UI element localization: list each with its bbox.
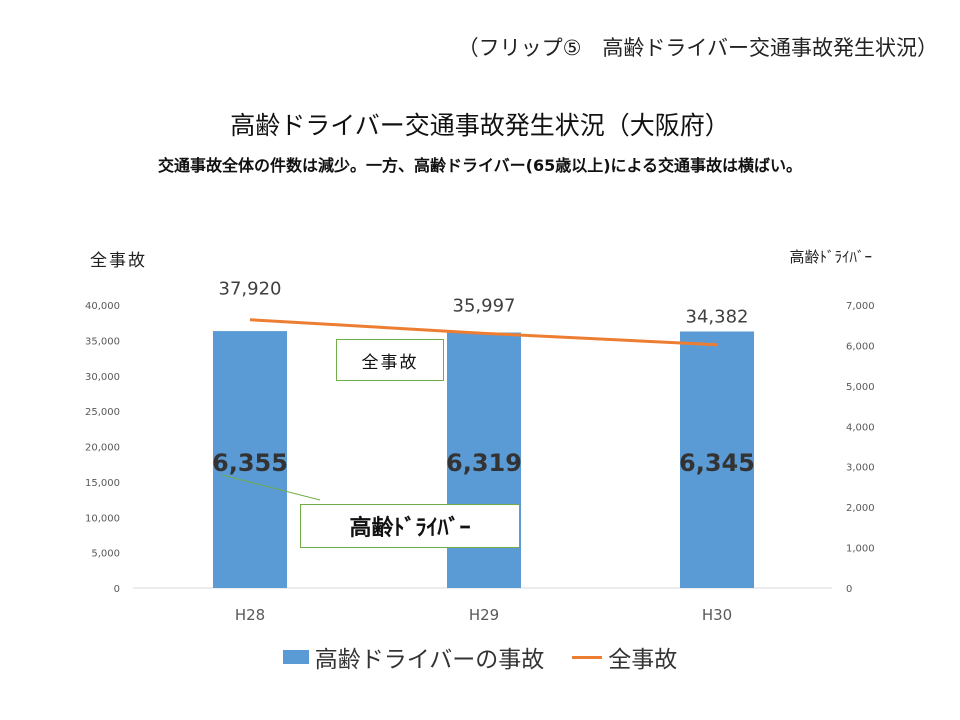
left-tick-label: 25,000 (85, 407, 120, 418)
left-tick-label: 15,000 (85, 478, 120, 489)
line-series (249, 318, 718, 347)
right-tick-label: 1,000 (846, 544, 875, 555)
right-tick-label: 4,000 (846, 422, 875, 433)
right-tick-label: 0 (846, 584, 852, 595)
flip-label: （フリップ⑤ 高齢ドライバー交通事故発生状況） (457, 36, 938, 60)
right-axis-title: 高齢ﾄﾞﾗｲﾊﾞｰ (789, 248, 872, 266)
page-subtitle: 交通事故全体の件数は減少。一方、高齢ドライバー(65歳以上)による交通事故は横ば… (157, 156, 803, 175)
right-tick-label: 6,000 (846, 341, 875, 352)
x-tick-label: H28 (235, 606, 265, 624)
left-axis-title: 全事故 (90, 251, 147, 271)
page-title: 高齢ドライバー交通事故発生状況（大阪府） (230, 111, 730, 140)
line-data-labels: 37,920 35,997 34,382 (219, 279, 749, 328)
line-value-label: 35,997 (453, 295, 516, 316)
bar-data-labels: 6,355 6,319 6,345 (212, 449, 755, 477)
legend-item-line: 全事故 (572, 640, 677, 674)
left-axis-ticks: 0 5,000 10,000 15,000 20,000 25,000 30,000 35,0… (85, 301, 120, 595)
legend-swatch-line (572, 655, 603, 659)
bar-series (213, 331, 754, 588)
legend-label-bar: 高齢ドライバーの事故 (314, 647, 545, 673)
left-tick-label: 5,000 (91, 549, 120, 560)
bar-value-label: 6,355 (212, 449, 288, 477)
callout-leader-elderly (221, 474, 321, 501)
x-tick-label: H30 (702, 606, 732, 624)
bar-value-label: 6,319 (446, 449, 522, 477)
bar-H30 (680, 331, 754, 588)
legend-label-line: 全事故 (608, 647, 678, 673)
left-tick-label: 20,000 (85, 443, 120, 454)
left-tick-label: 35,000 (85, 336, 120, 347)
left-tick-label: 30,000 (85, 372, 120, 383)
line-value-label: 37,920 (219, 279, 282, 300)
line-value-label: 34,382 (686, 307, 749, 328)
left-tick-label: 10,000 (85, 513, 120, 524)
callout-elderly-drivers: 高齢ﾄﾞﾗｲﾊﾞｰ (300, 504, 520, 548)
legend-item-bar: 高齢ドライバーの事故 (282, 640, 545, 674)
right-tick-label: 7,000 (846, 301, 875, 312)
x-tick-label: H29 (469, 606, 499, 624)
x-axis-labels: H28 H29 H30 (235, 606, 732, 624)
bar-value-label: 6,345 (679, 449, 755, 477)
left-tick-label: 0 (114, 584, 120, 595)
right-axis-ticks: 0 1,000 2,000 3,000 4,000 5,000 6,000 7,000 (846, 301, 875, 595)
right-tick-label: 3,000 (846, 463, 875, 474)
line-all-accidents (249, 318, 718, 347)
callout-all-accidents: 全事故 (336, 339, 444, 381)
right-tick-label: 5,000 (846, 382, 875, 393)
chart-legend: 高齢ドライバーの事故 全事故 (0, 640, 960, 674)
bar-H28 (213, 331, 287, 588)
left-tick-label: 40,000 (85, 301, 120, 312)
legend-swatch-bar (282, 650, 309, 664)
right-tick-label: 2,000 (846, 503, 875, 514)
